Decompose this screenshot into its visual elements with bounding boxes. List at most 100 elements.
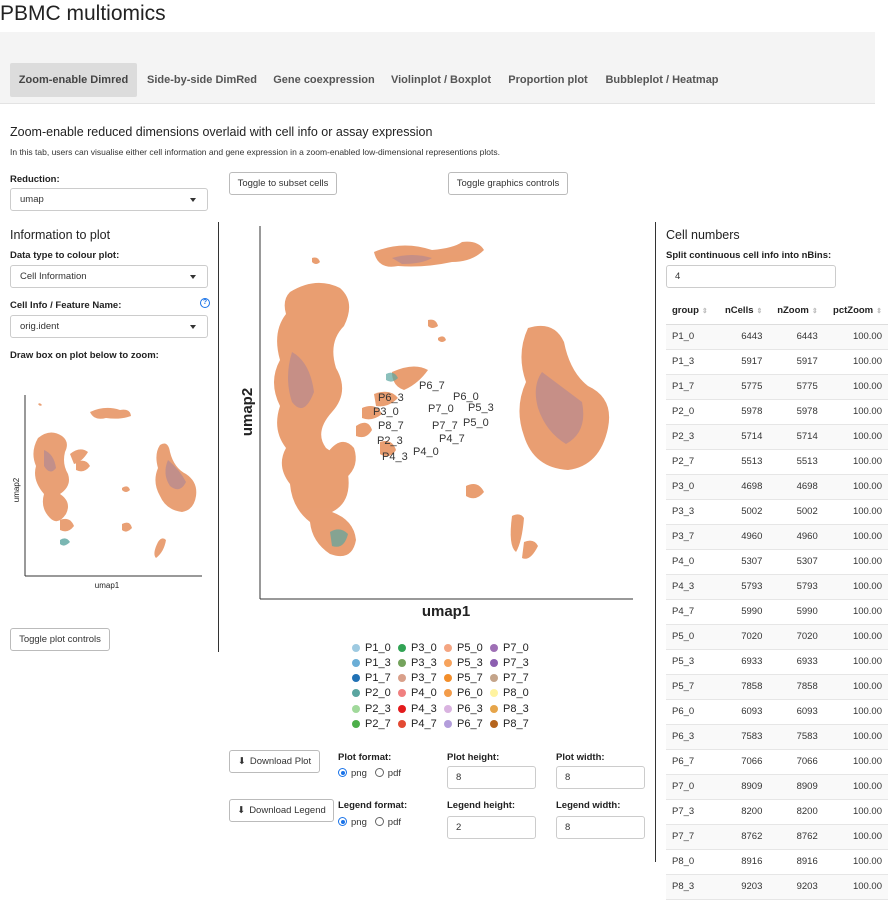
table-cell: 5002 — [768, 499, 824, 525]
table-row: P5_0 7020 7020 100.00 — [666, 624, 888, 650]
section-description: In this tab, users can visualise either … — [10, 147, 500, 157]
table-cell: 6093 — [716, 699, 769, 725]
main-umap-plot[interactable]: P6_7 P6_0 P6_3 P3_0 P7_0 P5_3 P8_7 P5_0 … — [232, 222, 642, 622]
legend-label: P2_0 — [365, 687, 391, 699]
legend-height-input[interactable]: 2 — [447, 816, 536, 839]
table-cell: P4_0 — [666, 549, 717, 575]
table-cell: 9203 — [716, 874, 769, 900]
table-cell: P7_0 — [666, 774, 717, 800]
help-icon[interactable]: ? — [200, 298, 210, 308]
tab-zoom-enable-dimred[interactable]: Zoom-enable Dimred — [10, 63, 137, 97]
datatype-select[interactable]: Cell Information — [10, 265, 208, 288]
download-legend-button[interactable]: ⬇ Download Legend — [229, 799, 334, 822]
table-cell: 8909 — [716, 774, 769, 800]
cluster-label: P4_0 — [413, 446, 439, 458]
table-row: P4_3 5793 5793 100.00 — [666, 574, 888, 600]
legend-width-label: Legend width: — [556, 800, 621, 811]
table-row: P3_3 5002 5002 100.00 — [666, 499, 888, 525]
table-cell: 100.00 — [823, 624, 888, 650]
legend-item: P2_0 — [352, 687, 391, 699]
column-header-label: nZoom — [777, 305, 809, 317]
legend-item: P1_7 — [352, 672, 391, 684]
table-cell: 4698 — [716, 474, 769, 500]
tab-gene-coexpression[interactable]: Gene coexpression — [273, 74, 375, 86]
column-header[interactable]: nZoom ⇕ — [768, 298, 824, 325]
tab-proportion-plot[interactable]: Proportion plot — [508, 74, 588, 86]
table-row: P6_3 7583 7583 100.00 — [666, 724, 888, 750]
toggle-graphics-button[interactable]: Toggle graphics controls — [448, 172, 568, 195]
table-cell: 5513 — [768, 449, 824, 475]
legend-width-input[interactable]: 8 — [556, 816, 645, 839]
mini-umap-plot[interactable]: umap1 umap2 — [10, 390, 205, 590]
legend-format-radio[interactable]: png pdf — [338, 817, 401, 828]
legend-item: P1_3 — [352, 657, 391, 669]
column-header[interactable]: group ⇕ — [666, 298, 717, 325]
cell-numbers-table: group ⇕ nCells ⇕ nZoom ⇕ pctZoom ⇕ P1_0 6443 6443… — [666, 298, 888, 900]
toggle-subset-button[interactable]: Toggle to subset cells — [229, 172, 337, 195]
plot-height-input[interactable]: 8 — [447, 766, 536, 789]
legend-swatch — [490, 644, 498, 652]
table-cell: 7020 — [768, 624, 824, 650]
cluster-label: P7_7 — [432, 420, 458, 432]
table-cell: 4960 — [716, 524, 769, 550]
download-plot-button[interactable]: ⬇ Download Plot — [229, 750, 320, 773]
legend-item: P7_7 — [490, 672, 529, 684]
cluster-label: P6_7 — [419, 380, 445, 392]
tab-side-by-side-dimred[interactable]: Side-by-side DimRed — [146, 74, 258, 86]
table-cell: 4960 — [768, 524, 824, 550]
table-cell: P3_0 — [666, 474, 717, 500]
table-row: P7_7 8762 8762 100.00 — [666, 824, 888, 850]
sort-icon[interactable]: ⇕ — [756, 308, 763, 316]
table-cell: 7583 — [768, 724, 824, 750]
table-cell: 100.00 — [823, 474, 888, 500]
table-cell: 100.00 — [823, 524, 888, 550]
table-cell: 9203 — [768, 874, 824, 900]
radio-png[interactable] — [338, 817, 347, 826]
table-cell: P4_7 — [666, 599, 717, 625]
table-row: P2_0 5978 5978 100.00 — [666, 399, 888, 425]
bins-input[interactable]: 4 — [666, 265, 836, 288]
download-legend-label: Download Legend — [249, 805, 326, 816]
column-header[interactable]: pctZoom ⇕ — [823, 298, 888, 325]
tab-violinplot-boxplot[interactable]: Violinplot / Boxplot — [390, 74, 491, 86]
legend-label: P4_0 — [411, 687, 437, 699]
legend-label: P3_3 — [411, 657, 437, 669]
radio-png[interactable] — [338, 768, 347, 777]
table-cell: 5307 — [768, 549, 824, 575]
radio-pdf[interactable] — [374, 768, 384, 777]
table-cell: 100.00 — [823, 499, 888, 525]
legend-label: P2_7 — [365, 718, 391, 730]
table-cell: 5714 — [716, 424, 769, 450]
section-title: Zoom-enable reduced dimensions overlaid … — [10, 125, 433, 139]
tab-bubbleplot-heatmap[interactable]: Bubbleplot / Heatmap — [605, 74, 719, 86]
table-row: P8_3 9203 9203 100.00 — [666, 874, 888, 900]
table-row: P3_7 4960 4960 100.00 — [666, 524, 888, 550]
toggle-plot-controls-button[interactable]: Toggle plot controls — [10, 628, 110, 651]
table-row: P4_0 5307 5307 100.00 — [666, 549, 888, 575]
sort-icon[interactable]: ⇕ — [701, 308, 708, 316]
table-cell: 6933 — [716, 649, 769, 675]
table-cell: 100.00 — [823, 724, 888, 750]
plot-format-radio[interactable]: png pdf — [338, 768, 401, 779]
datatype-value: Cell Information — [20, 271, 87, 282]
cluster-label: P2_3 — [377, 435, 403, 447]
table-cell: 8916 — [768, 849, 824, 875]
info-title: Information to plot — [10, 228, 111, 242]
column-header[interactable]: nCells ⇕ — [716, 298, 769, 325]
legend-label: P6_0 — [457, 687, 483, 699]
sort-icon[interactable]: ⇕ — [811, 308, 818, 316]
table-cell: 5793 — [716, 574, 769, 600]
sort-icon[interactable]: ⇕ — [876, 308, 882, 316]
radio-pdf[interactable] — [374, 817, 384, 826]
table-row: P1_0 6443 6443 100.00 — [666, 324, 888, 350]
legend-item: P2_7 — [352, 718, 391, 730]
y-axis-label: umap2 — [239, 388, 256, 436]
legend-item: P6_0 — [444, 687, 483, 699]
cluster-label: P6_3 — [378, 392, 404, 404]
cluster-label: P4_3 — [382, 451, 408, 463]
feature-select[interactable]: orig.ident — [10, 315, 208, 338]
table-row: P5_7 7858 7858 100.00 — [666, 674, 888, 700]
legend-swatch — [352, 659, 360, 667]
plot-width-input[interactable]: 8 — [556, 766, 645, 789]
reduction-select[interactable]: umap — [10, 188, 208, 211]
